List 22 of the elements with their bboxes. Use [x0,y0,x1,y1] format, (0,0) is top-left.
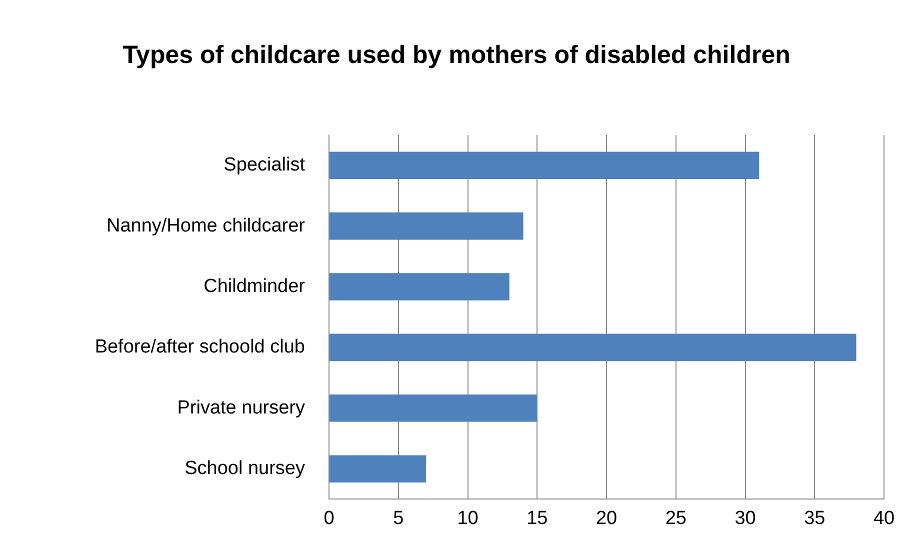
chart-title: Types of childcare used by mothers of disabled children [122,40,790,71]
x-tick-label: 5 [393,508,404,529]
x-tick-label: 0 [324,508,334,529]
y-tick-label: Specialist [224,154,306,176]
x-tick-label: 20 [596,508,618,529]
y-tick-label: Private nursery [177,397,306,418]
x-tick-label: 25 [665,508,686,529]
bar [330,273,510,300]
x-tick-label: 35 [804,508,826,529]
y-tick-label: School nursey [184,458,306,480]
y-tick-label: Nanny/Home childcarer [106,215,306,236]
x-tick-label: 40 [873,508,895,529]
x-tick-label: 10 [457,508,478,529]
x-tick-label: 15 [526,508,548,529]
y-tick-label: Childminder [204,276,306,297]
bar [330,152,760,180]
bar [330,394,538,422]
bar [330,212,524,240]
x-tick-label: 30 [734,508,756,529]
bar [330,455,426,483]
y-tick-label: Before/after schoold club [94,336,305,358]
bar [330,334,856,362]
